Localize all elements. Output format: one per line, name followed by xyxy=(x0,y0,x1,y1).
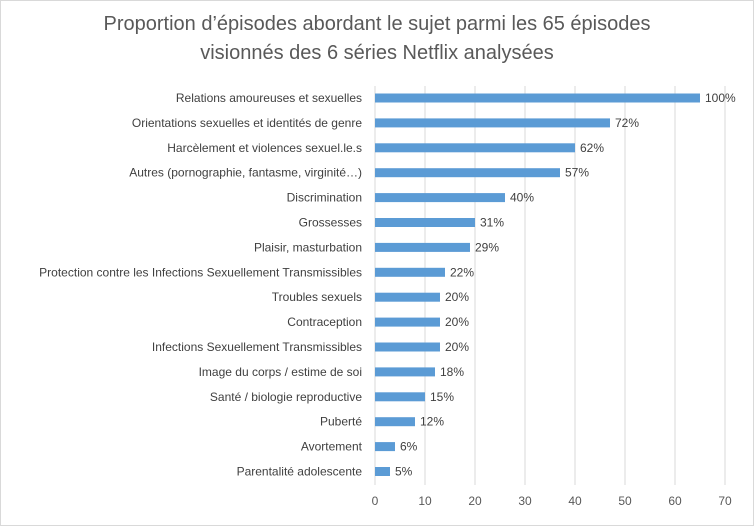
data-label: 12% xyxy=(420,415,444,429)
category-label: Harcèlement et violences sexuel.le.s xyxy=(167,141,362,155)
bar xyxy=(375,218,475,227)
category-label: Avortement xyxy=(301,440,363,454)
bar xyxy=(375,442,395,452)
category-label: Puberté xyxy=(320,415,362,429)
x-tick-label: 30 xyxy=(518,494,532,508)
category-label: Grossesses xyxy=(299,216,362,230)
bar xyxy=(375,367,435,377)
data-label: 18% xyxy=(440,365,464,379)
chart-title-line-1: Proportion d’épisodes abordant le sujet … xyxy=(103,13,651,35)
data-label: 100% xyxy=(705,91,736,105)
category-label: Parentalité adolescente xyxy=(237,465,363,479)
x-tick-label: 50 xyxy=(618,494,632,508)
bar xyxy=(375,242,470,252)
data-label: 40% xyxy=(510,191,534,205)
bar xyxy=(375,467,390,476)
data-label: 29% xyxy=(475,240,499,254)
x-tick-label: 60 xyxy=(668,494,682,508)
category-label: Orientations sexuelles et identités de g… xyxy=(132,116,362,130)
bar xyxy=(375,143,575,153)
bar xyxy=(375,317,440,327)
data-label: 31% xyxy=(480,216,504,230)
category-label: Autres (pornographie, fantasme, virginit… xyxy=(129,166,362,180)
bar xyxy=(375,267,445,277)
data-label: 20% xyxy=(445,290,469,304)
category-label: Infections Sexuellement Transmissibles xyxy=(152,340,362,354)
category-label: Discrimination xyxy=(287,191,362,205)
category-label: Protection contre les Infections Sexuell… xyxy=(39,265,362,279)
x-tick-label: 70 xyxy=(718,494,732,508)
chart-title: Proportion d’épisodes abordant le sujet … xyxy=(0,10,754,68)
category-label: Contraception xyxy=(287,315,362,329)
data-label: 15% xyxy=(430,390,454,404)
bar xyxy=(375,168,560,178)
chart-title-line-2: visionnés des 6 séries Netflix analysées xyxy=(200,42,554,64)
category-label: Image du corps / estime de soi xyxy=(199,365,362,379)
bar xyxy=(375,93,700,103)
x-tick-label: 40 xyxy=(568,494,582,508)
x-tick-label: 20 xyxy=(468,494,482,508)
bar xyxy=(375,392,425,402)
category-label: Santé / biologie reproductive xyxy=(210,390,362,404)
x-tick-label: 10 xyxy=(418,494,432,508)
bar xyxy=(375,342,440,352)
bar xyxy=(375,118,610,128)
category-label: Plaisir, masturbation xyxy=(254,240,362,254)
bar xyxy=(375,292,440,302)
data-label: 62% xyxy=(580,141,604,155)
category-label: Relations amoureuses et sexuelles xyxy=(176,91,362,105)
data-label: 20% xyxy=(445,340,469,354)
data-label: 20% xyxy=(445,315,469,329)
data-label: 72% xyxy=(615,116,639,130)
category-label: Troubles sexuels xyxy=(272,290,362,304)
bar xyxy=(375,193,505,203)
data-label: 5% xyxy=(395,465,413,479)
bar xyxy=(375,417,415,427)
data-label: 22% xyxy=(450,265,474,279)
x-tick-label: 0 xyxy=(372,494,379,508)
data-label: 57% xyxy=(565,166,589,180)
data-label: 6% xyxy=(400,440,418,454)
